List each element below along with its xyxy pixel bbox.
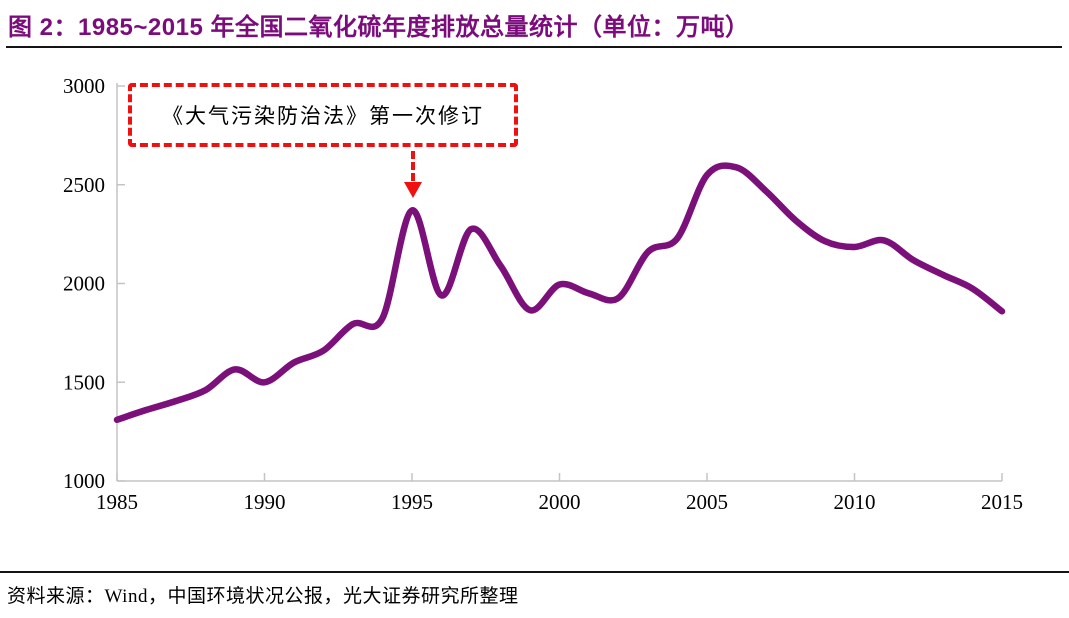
y-tick-label: 1500 bbox=[63, 370, 105, 394]
x-tick-label: 1995 bbox=[391, 490, 433, 514]
x-tick-label: 1985 bbox=[96, 490, 138, 514]
footer-divider bbox=[0, 571, 1069, 573]
x-tick-label: 2005 bbox=[686, 490, 728, 514]
data-source-note: 资料来源：Wind，中国环境状况公报，光大证券研究所整理 bbox=[7, 586, 519, 607]
annotation-arrow-head-icon bbox=[404, 182, 422, 198]
title-divider bbox=[6, 46, 1062, 48]
y-tick-label: 1000 bbox=[63, 469, 105, 493]
x-tick-label: 1990 bbox=[244, 490, 286, 514]
figure-title: 图 2：1985~2015 年全国二氧化硫年度排放总量统计（单位：万吨） bbox=[8, 14, 750, 41]
x-tick-label: 2000 bbox=[539, 490, 581, 514]
x-tick-label: 2015 bbox=[981, 490, 1023, 514]
annotation-callout: 《大气污染防治法》第一次修订 bbox=[128, 83, 518, 147]
x-tick-label: 2010 bbox=[834, 490, 876, 514]
emissions-line bbox=[113, 162, 1006, 424]
annotation-text: 《大气污染防治法》第一次修订 bbox=[162, 104, 484, 128]
annotation-arrow-line bbox=[411, 151, 415, 181]
y-tick-label: 3000 bbox=[63, 74, 105, 98]
y-tick-label: 2000 bbox=[63, 272, 105, 296]
y-tick-label: 2500 bbox=[63, 173, 105, 197]
